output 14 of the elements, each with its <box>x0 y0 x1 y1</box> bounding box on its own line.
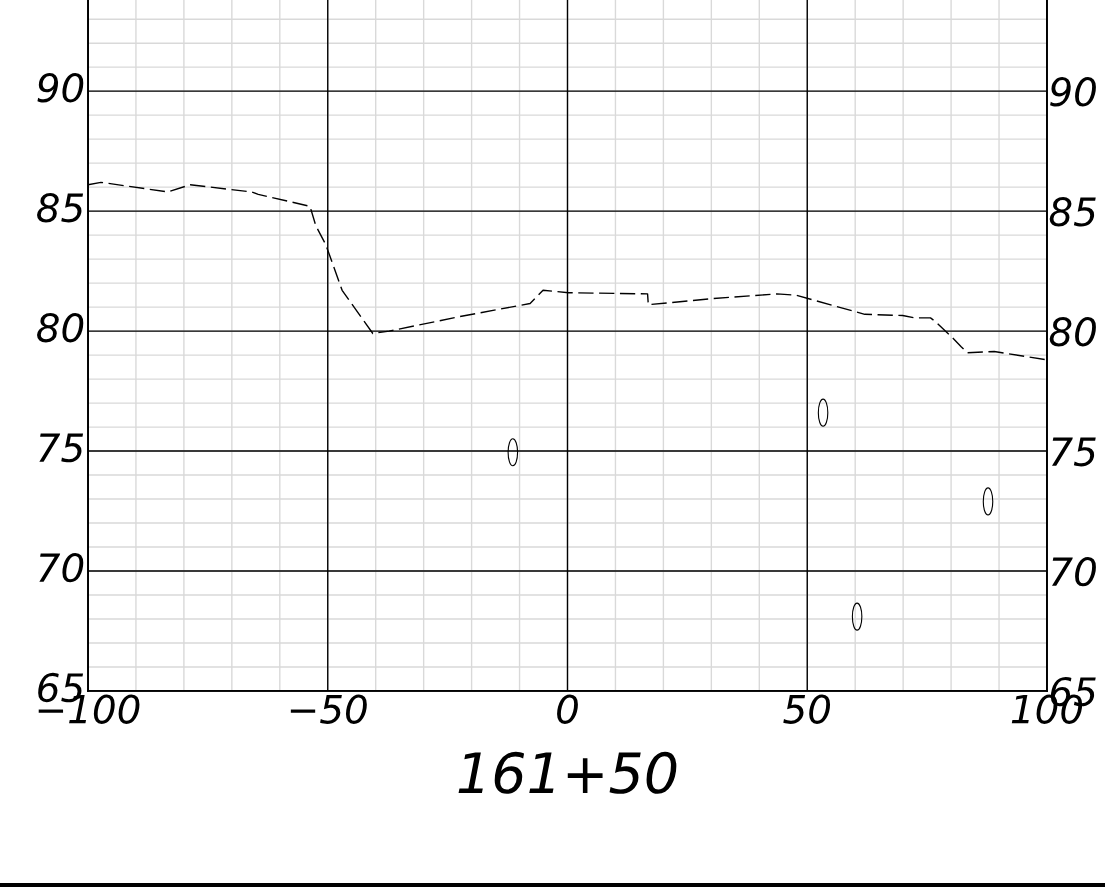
x-tick-label: 50 <box>783 694 831 724</box>
y2-tick-label: 70 <box>1052 556 1096 587</box>
y2-tick-label: 75 <box>1052 437 1096 467</box>
x-tick-label: 0 <box>557 694 578 724</box>
y-tick-label: 75 <box>39 433 84 463</box>
y-tick-label: 80 <box>37 312 84 343</box>
y2-tick-label: 80 <box>1049 317 1096 347</box>
y2-tick-label: 90 <box>1050 77 1096 107</box>
x-tick-label: −50 <box>290 694 367 724</box>
y-tick-label: 70 <box>39 552 84 583</box>
y-tick-label: 85 <box>37 193 84 223</box>
x-axis-title: 161+50 <box>458 751 677 794</box>
y-tick-label: 90 <box>37 73 84 103</box>
y2-tick-label: 85 <box>1049 197 1096 227</box>
